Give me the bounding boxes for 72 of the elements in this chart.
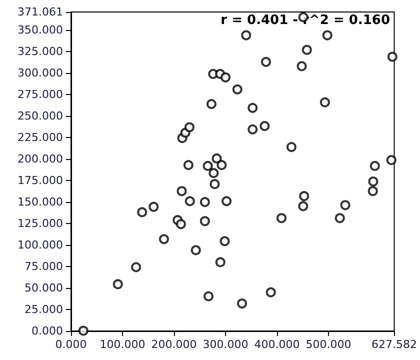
point <box>266 287 276 298</box>
x-tick-label: 627.582 <box>372 338 418 351</box>
x-tick-label: 0.000 <box>55 338 87 351</box>
point <box>260 121 270 132</box>
point <box>216 160 227 170</box>
point <box>200 197 210 208</box>
point <box>248 124 258 134</box>
point <box>131 262 142 272</box>
point <box>237 298 248 308</box>
annotation: r = 0.401 - r^2 = 0.160 <box>220 13 390 28</box>
y-tick-label: 50.000 <box>24 282 63 295</box>
point <box>222 196 232 206</box>
point <box>137 207 148 218</box>
x-tick-label: 400.000 <box>254 338 300 351</box>
y-tick-label: 275.000 <box>18 88 63 102</box>
point <box>220 236 230 246</box>
point <box>183 160 194 170</box>
point <box>340 200 350 210</box>
y-tick-label: 0.000 <box>32 324 63 338</box>
point <box>184 196 195 206</box>
y-tick-label: 25.000 <box>24 303 63 316</box>
point <box>241 30 252 40</box>
point <box>322 30 332 40</box>
point <box>299 191 310 202</box>
point <box>387 52 398 62</box>
y-tick-label: 75.000 <box>24 260 63 274</box>
point <box>220 72 231 82</box>
point <box>386 155 396 166</box>
point <box>298 201 308 212</box>
y-tick-label: 250.000 <box>18 110 63 123</box>
y-tick-label: 350.000 <box>18 24 63 37</box>
y-tick-label: 125.000 <box>18 217 63 230</box>
point <box>210 179 220 190</box>
point <box>215 257 226 268</box>
point <box>248 102 258 113</box>
point <box>370 160 380 171</box>
point <box>206 99 216 110</box>
point <box>158 234 169 244</box>
x-tick-label: 100.000 <box>100 338 146 351</box>
point <box>78 326 88 336</box>
y-tick-label: 371.061 <box>18 6 63 18</box>
y-tick-label: 300.000 <box>18 66 63 80</box>
point <box>320 97 330 108</box>
y-tick-label: 175.000 <box>18 174 63 188</box>
x-tick-label: 200.000 <box>151 338 197 351</box>
point <box>286 142 296 152</box>
point <box>202 160 213 171</box>
y-tick-label: 225.000 <box>18 131 63 144</box>
y-tick-label: 150.000 <box>18 196 63 209</box>
y-tick-label: 200.000 <box>18 152 63 166</box>
point <box>296 61 307 72</box>
point <box>260 56 271 67</box>
point <box>302 44 312 55</box>
point <box>334 213 345 224</box>
point <box>190 245 201 256</box>
point <box>212 153 222 164</box>
point <box>276 213 287 224</box>
point <box>148 202 159 212</box>
y-tick-label: 100.000 <box>18 238 63 252</box>
point <box>176 186 187 196</box>
point <box>184 122 194 132</box>
point <box>204 291 214 302</box>
point <box>208 168 219 178</box>
point <box>368 186 378 196</box>
y-tick-label: 325.000 <box>18 45 63 58</box>
point <box>176 219 186 230</box>
x-tick-label: 300.000 <box>202 338 248 351</box>
point <box>200 216 210 226</box>
point <box>232 84 242 94</box>
point <box>112 279 123 290</box>
x-tick-label: 500.000 <box>306 338 352 351</box>
point <box>368 176 378 186</box>
